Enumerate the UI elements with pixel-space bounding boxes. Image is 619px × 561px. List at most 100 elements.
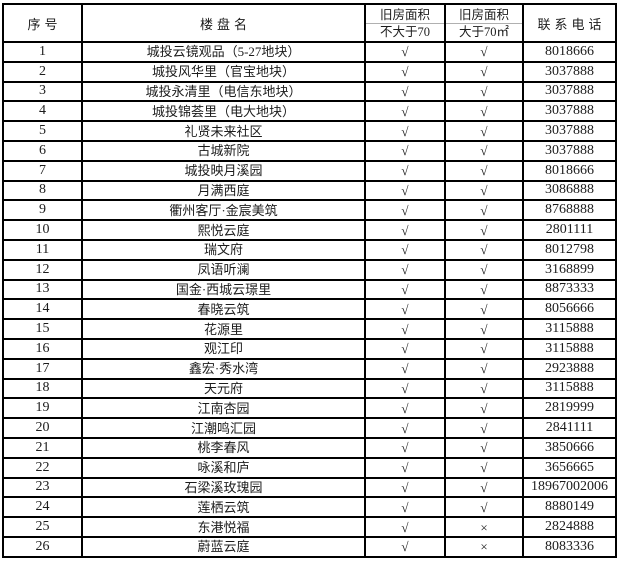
cell-area-not-over-70: √ (364, 535, 446, 559)
cell-project-name: 国金·西城云璟里 (81, 278, 366, 301)
cell-area-over-70: √ (444, 318, 524, 340)
cell-area-over-70: √ (444, 496, 524, 519)
header-area-over-70: 旧房面积 大于70㎡ (444, 3, 524, 43)
cell-project-name: 江潮鸣汇园 (81, 417, 366, 439)
cell-contact-phone: 3037888 (522, 139, 617, 162)
cell-project-name: 东港悦福 (81, 516, 366, 538)
header-serial-number: 序号 (2, 3, 83, 43)
cell-contact-phone: 3168899 (522, 258, 617, 281)
table-row: 8 月满西庭 √ √ 3086888 (2, 179, 617, 202)
cell-area-over-70: √ (444, 397, 524, 420)
cell-area-not-over-70: √ (364, 337, 446, 360)
cell-area-not-over-70: √ (364, 377, 446, 400)
table-row: 17 鑫宏·秀水湾 √ √ 2923888 (2, 357, 617, 380)
cell-serial-number: 23 (2, 476, 83, 499)
cell-contact-phone: 2824888 (522, 516, 617, 538)
table-row: 24 莲栖云筑 √ √ 8880149 (2, 496, 617, 519)
table-row: 22 咏溪和庐 √ √ 3656665 (2, 456, 617, 479)
table-row: 2 城投风华里（官宝地块） √ √ 3037888 (2, 60, 617, 83)
table-row: 15 花源里 √ √ 3115888 (2, 318, 617, 340)
cell-contact-phone: 3037888 (522, 60, 617, 83)
cell-serial-number: 15 (2, 318, 83, 340)
table-row: 19 江南杏园 √ √ 2819999 (2, 397, 617, 420)
cell-project-name: 瑞文府 (81, 238, 366, 261)
header-area-not-over-70-line2: 不大于70 (379, 25, 430, 39)
cell-serial-number: 1 (2, 41, 83, 63)
cell-project-name: 天元府 (81, 377, 366, 400)
header-project-name: 楼盘名 (81, 3, 366, 43)
cell-serial-number: 16 (2, 337, 83, 360)
cell-area-over-70: √ (444, 238, 524, 261)
cell-contact-phone: 8018666 (522, 41, 617, 63)
cell-contact-phone: 3115888 (522, 337, 617, 360)
cell-serial-number: 21 (2, 436, 83, 459)
table-row: 9 衢州客厅·金宸美筑 √ √ 8768888 (2, 199, 617, 222)
cell-contact-phone: 3115888 (522, 377, 617, 400)
table-row: 25 东港悦福 √ × 2824888 (2, 516, 617, 538)
cell-area-over-70: √ (444, 258, 524, 281)
cell-area-not-over-70: √ (364, 516, 446, 538)
cell-project-name: 蔚蓝云庭 (81, 535, 366, 559)
cell-area-over-70: × (444, 535, 524, 559)
cell-area-not-over-70: √ (364, 80, 446, 103)
cell-project-name: 花源里 (81, 318, 366, 340)
cell-project-name: 鑫宏·秀水湾 (81, 357, 366, 380)
cell-contact-phone: 3037888 (522, 120, 617, 142)
cell-serial-number: 22 (2, 456, 83, 479)
cell-contact-phone: 2801111 (522, 219, 617, 241)
cell-project-name: 桃李春风 (81, 436, 366, 459)
cell-contact-phone: 18967002006 (522, 476, 617, 499)
cell-area-over-70: √ (444, 337, 524, 360)
cell-area-not-over-70: √ (364, 417, 446, 439)
cell-contact-phone: 3850666 (522, 436, 617, 459)
cell-project-name: 熙悦云庭 (81, 219, 366, 241)
cell-area-over-70: √ (444, 179, 524, 202)
cell-area-over-70: √ (444, 41, 524, 63)
cell-area-not-over-70: √ (364, 258, 446, 281)
cell-area-over-70: √ (444, 436, 524, 459)
cell-serial-number: 8 (2, 179, 83, 202)
cell-project-name: 城投风华里（官宝地块） (81, 60, 366, 83)
cell-project-name: 古城新院 (81, 139, 366, 162)
cell-area-not-over-70: √ (364, 357, 446, 380)
cell-area-over-70: √ (444, 120, 524, 142)
cell-area-over-70: √ (444, 139, 524, 162)
cell-project-name: 月满西庭 (81, 179, 366, 202)
table-row: 13 国金·西城云璟里 √ √ 8873333 (2, 278, 617, 301)
table-row: 5 礼贤未来社区 √ √ 3037888 (2, 120, 617, 142)
cell-area-over-70: √ (444, 476, 524, 499)
table-row: 1 城投云镜观品（5-27地块） √ √ 8018666 (2, 41, 617, 63)
cell-area-over-70: √ (444, 278, 524, 301)
cell-area-over-70: √ (444, 199, 524, 222)
cell-area-not-over-70: √ (364, 318, 446, 340)
cell-serial-number: 7 (2, 159, 83, 182)
cell-contact-phone: 3086888 (522, 179, 617, 202)
cell-area-not-over-70: √ (364, 120, 446, 142)
cell-project-name: 城投云镜观品（5-27地块） (81, 41, 366, 63)
cell-serial-number: 17 (2, 357, 83, 380)
table-row: 18 天元府 √ √ 3115888 (2, 377, 617, 400)
cell-serial-number: 6 (2, 139, 83, 162)
cell-project-name: 江南杏园 (81, 397, 366, 420)
cell-serial-number: 13 (2, 278, 83, 301)
cell-area-over-70: √ (444, 298, 524, 321)
header-area-over-70-line2: 大于70㎡ (458, 25, 509, 39)
cell-project-name: 咏溪和庐 (81, 456, 366, 479)
table-row: 10 熙悦云庭 √ √ 2801111 (2, 219, 617, 241)
cell-area-not-over-70: √ (364, 238, 446, 261)
cell-area-over-70: √ (444, 159, 524, 182)
cell-serial-number: 10 (2, 219, 83, 241)
table-row: 21 桃李春风 √ √ 3850666 (2, 436, 617, 459)
cell-area-not-over-70: √ (364, 496, 446, 519)
header-area-over-70-line1: 旧房面积 (447, 6, 521, 24)
cell-serial-number: 12 (2, 258, 83, 281)
cell-area-not-over-70: √ (364, 219, 446, 241)
table-row: 4 城投锦荟里（电大地块） √ √ 3037888 (2, 100, 617, 123)
cell-serial-number: 26 (2, 535, 83, 559)
table-header: 序号 楼盘名 旧房面积 不大于70 旧房面积 大于70㎡ 联系电话 (2, 3, 617, 43)
cell-project-name: 凤语听澜 (81, 258, 366, 281)
table-row: 14 春晓云筑 √ √ 8056666 (2, 298, 617, 321)
housing-projects-table: 序号 楼盘名 旧房面积 不大于70 旧房面积 大于70㎡ 联系电话 1 城投云镜… (2, 3, 617, 559)
cell-contact-phone: 2819999 (522, 397, 617, 420)
cell-project-name: 石梁溪玫瑰园 (81, 476, 366, 499)
